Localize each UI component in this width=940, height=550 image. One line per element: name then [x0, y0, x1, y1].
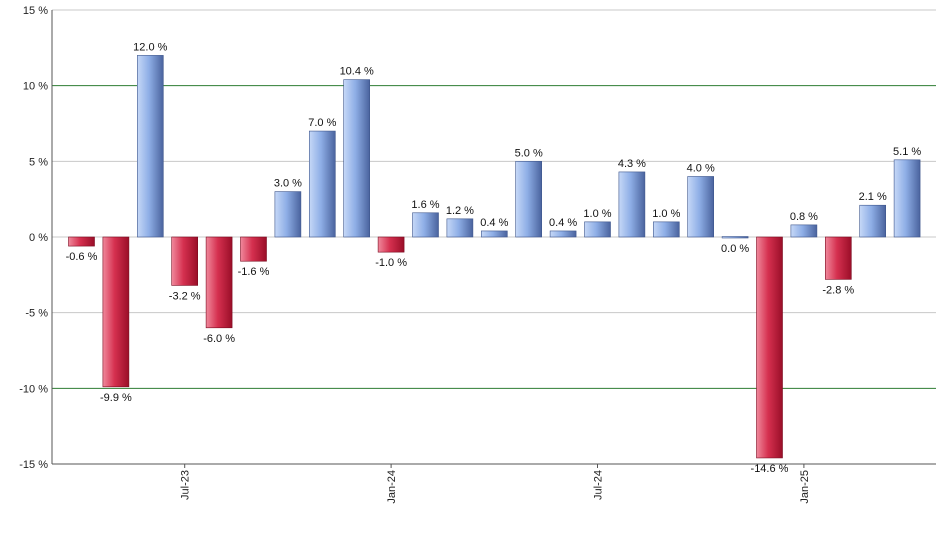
data-label: 4.0 % [687, 162, 715, 174]
y-tick-label: -15 % [19, 459, 48, 471]
y-tick-label: 15 % [23, 5, 48, 17]
bar [859, 204, 887, 238]
bar [308, 130, 336, 238]
x-tick-label: Jan-25 [799, 470, 811, 504]
x-tick-label: Jan-24 [386, 470, 398, 504]
bar [515, 161, 543, 238]
bar [824, 236, 852, 280]
bar [549, 230, 577, 238]
data-label: -2.8 % [822, 284, 854, 296]
bar [137, 55, 164, 238]
data-label: 12.0 % [133, 41, 167, 53]
y-tick-label: 10 % [23, 81, 48, 93]
data-label: -1.0 % [375, 257, 407, 269]
data-label: -0.6 % [66, 251, 98, 263]
bar [274, 191, 302, 238]
y-tick-label: 0 % [29, 232, 48, 244]
axes: 15 % 10 % 5 % 0 % -5 % -10 % -15 % Jul-23 Jan-24… [19, 5, 936, 504]
bar [446, 218, 474, 238]
bar [756, 236, 783, 459]
y-tick-label: 5 % [29, 156, 48, 168]
data-label: 1.6 % [411, 199, 439, 211]
data-label: -14.6 % [751, 463, 789, 475]
data-labels: -0.6 % -9.9 % 12.0 % -3.2 % -6.0 % -1.6 % 3.0 … [66, 41, 922, 475]
data-label: 0.0 % [721, 243, 749, 255]
bar [102, 236, 130, 388]
data-label: 5.1 % [893, 146, 921, 158]
data-label: 0.4 % [480, 217, 508, 229]
bar [721, 236, 749, 239]
bar [343, 79, 371, 238]
data-label: -6.0 % [203, 333, 235, 345]
bar [171, 236, 198, 286]
bar [618, 171, 646, 238]
bar [687, 176, 715, 238]
gridlines [52, 9, 936, 389]
data-label: 1.0 % [652, 208, 680, 220]
x-tick-label: Jul-24 [593, 470, 605, 500]
bar [893, 159, 921, 238]
bar [240, 236, 267, 262]
data-label: 5.0 % [515, 147, 543, 159]
data-label: 0.8 % [790, 211, 818, 223]
data-label: -3.2 % [169, 290, 201, 302]
bar [68, 236, 95, 247]
x-tick-label: Jul-23 [180, 470, 192, 500]
data-label: 1.0 % [583, 208, 611, 220]
data-label: 3.0 % [274, 178, 302, 190]
bar [584, 221, 611, 238]
bar [412, 212, 439, 238]
bars [68, 55, 921, 459]
data-label: 7.0 % [308, 117, 336, 129]
bar [652, 221, 680, 238]
data-label: 4.3 % [618, 158, 646, 170]
data-label: -9.9 % [100, 392, 132, 404]
bar [377, 236, 405, 253]
data-label: 2.1 % [859, 191, 887, 203]
bar [480, 230, 508, 238]
data-label: 0.4 % [549, 217, 577, 229]
data-label: 10.4 % [340, 66, 374, 78]
data-label: 1.2 % [446, 205, 474, 217]
y-tick-label: -10 % [19, 383, 48, 395]
bar [790, 224, 818, 238]
data-label: -1.6 % [238, 266, 270, 278]
y-tick-label: -5 % [25, 308, 48, 320]
bar [205, 236, 233, 329]
